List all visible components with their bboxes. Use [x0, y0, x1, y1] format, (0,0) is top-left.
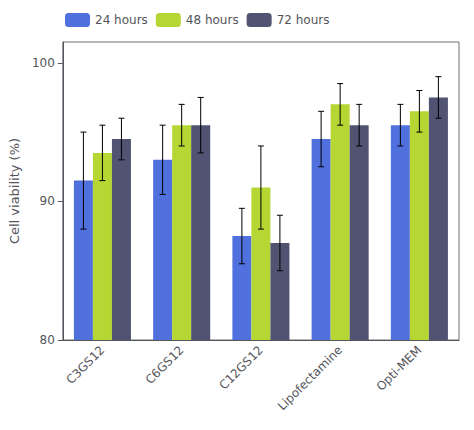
svg-text:C3GS12: C3GS12: [63, 343, 107, 387]
svg-text:Lipofectamine: Lipofectamine: [275, 343, 345, 413]
svg-text:C6GS12: C6GS12: [143, 343, 187, 387]
svg-text:90: 90: [40, 194, 55, 208]
svg-text:Opti-MEM: Opti-MEM: [374, 343, 425, 394]
svg-text:100: 100: [32, 56, 55, 70]
svg-text:80: 80: [40, 333, 55, 347]
svg-text:48 hours: 48 hours: [186, 13, 239, 27]
svg-text:C12GS12: C12GS12: [217, 343, 266, 392]
svg-text:72 hours: 72 hours: [277, 13, 330, 27]
svg-text:24 hours: 24 hours: [95, 13, 148, 27]
svg-text:Cell viability (%): Cell viability (%): [7, 138, 22, 244]
